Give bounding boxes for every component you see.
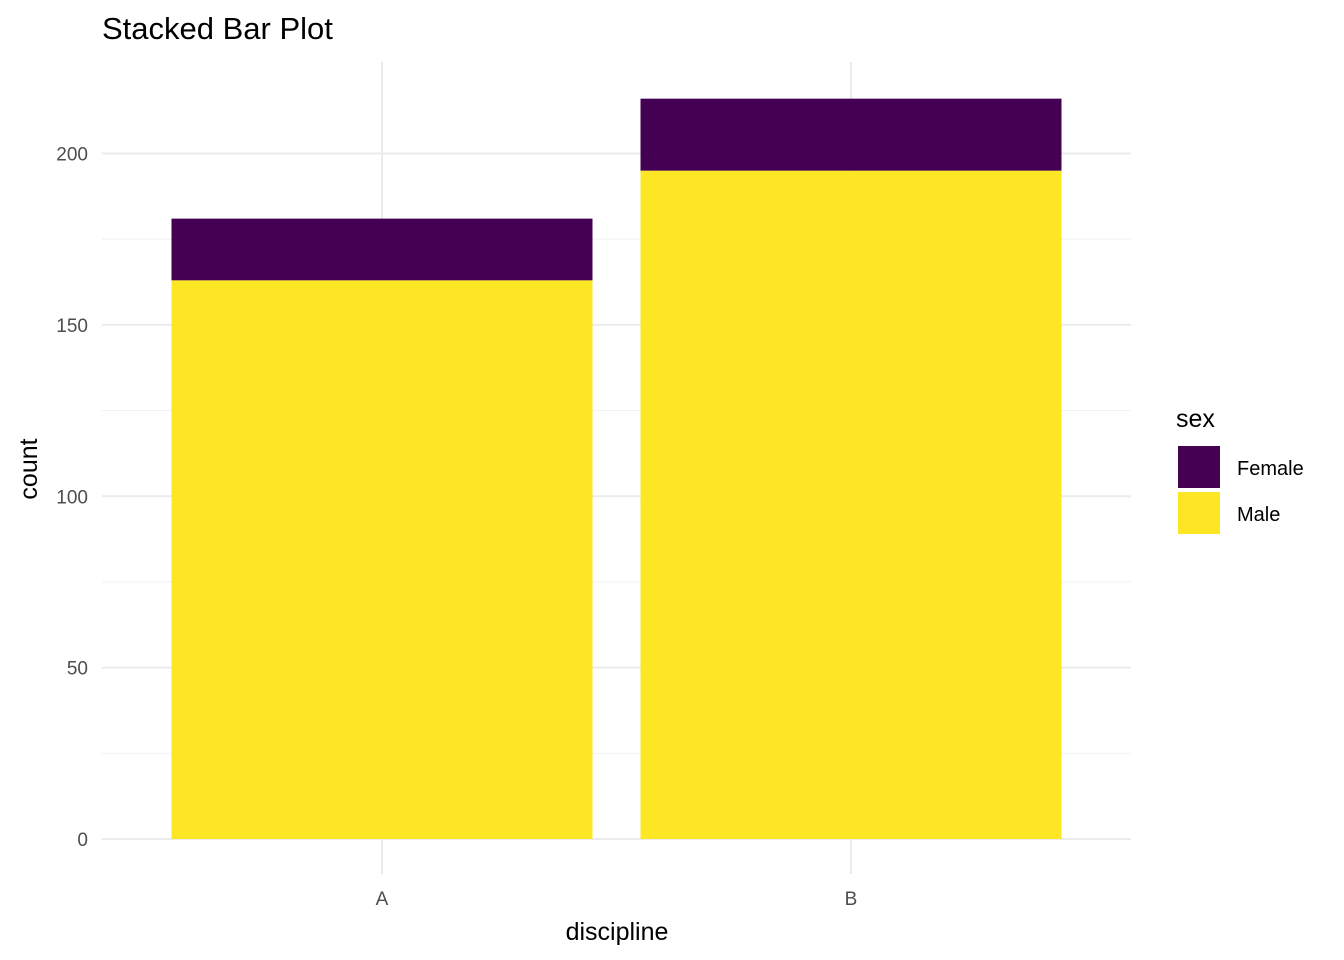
y-tick-label: 0	[77, 830, 88, 851]
bars	[171, 98, 1062, 839]
y-axis-ticks: 0 50 100 150 200	[56, 145, 88, 852]
legend-label-male: Male	[1237, 504, 1280, 526]
y-tick-label: 100	[56, 487, 88, 508]
bar-b-male	[640, 170, 1062, 839]
bar-a-female	[171, 218, 593, 281]
legend-swatch-female	[1178, 446, 1220, 488]
y-tick-label: 200	[56, 145, 88, 166]
y-tick-label: 150	[56, 316, 88, 337]
y-axis-title: count	[15, 438, 43, 499]
legend-title: sex	[1176, 405, 1215, 433]
x-tick-label: B	[845, 889, 858, 910]
bar-b-female	[640, 98, 1062, 171]
y-tick-label: 50	[67, 659, 88, 680]
legend-swatch-male	[1178, 492, 1220, 534]
legend-label-female: Female	[1237, 458, 1304, 480]
bar-a-male	[171, 280, 593, 839]
x-axis-title: discipline	[566, 918, 669, 946]
legend: sex Female Male	[1176, 405, 1304, 534]
x-tick-label: A	[376, 889, 389, 910]
chart-title: Stacked Bar Plot	[102, 11, 333, 46]
